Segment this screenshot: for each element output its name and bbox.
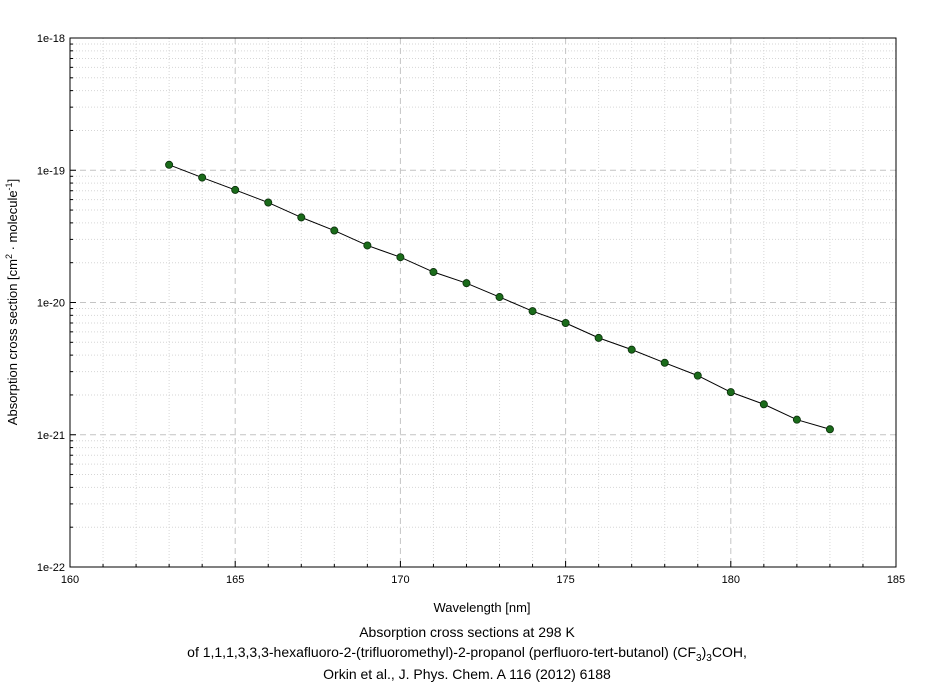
data-point	[561, 318, 570, 327]
data-point	[198, 173, 207, 182]
data-point	[429, 268, 438, 277]
data-point	[495, 293, 504, 302]
data-point	[297, 213, 306, 222]
y-tick-label: 1e-22	[37, 562, 65, 574]
data-point	[660, 358, 669, 367]
x-tick-label: 175	[556, 574, 574, 586]
data-point	[264, 198, 273, 207]
y-tick-label: 1e-18	[37, 33, 65, 45]
x-tick-label: 185	[887, 574, 905, 586]
data-point	[594, 333, 603, 342]
data-point	[627, 345, 636, 354]
x-tick-labels: 160 165 170 175 180 185	[61, 574, 905, 586]
chart-title-line-2: of 1,1,1,3,3,3-hexafluoro-2-(trifluorome…	[187, 644, 747, 664]
y-tick-label: 1e-21	[37, 430, 65, 442]
data-point	[462, 279, 471, 288]
data-point	[165, 160, 174, 169]
x-tick-label: 170	[391, 574, 409, 586]
x-tick-label: 180	[722, 574, 740, 586]
series-markers	[165, 160, 834, 434]
data-point	[396, 253, 405, 262]
chart-title-line-3: Orkin et al., J. Phys. Chem. A 116 (2012…	[323, 666, 611, 682]
data-point	[792, 415, 801, 424]
data-point	[726, 388, 735, 397]
y-tick-label: 1e-20	[37, 298, 65, 310]
x-tick-label: 160	[61, 574, 79, 586]
major-grid	[70, 38, 896, 567]
x-axis-label: Wavelength [nm]	[433, 600, 530, 615]
data-point	[693, 371, 702, 380]
data-point	[363, 241, 372, 250]
chart-title-line-1: Absorption cross sections at 298 K	[359, 624, 575, 640]
data-point	[231, 185, 240, 194]
y-tick-label: 1e-19	[37, 165, 65, 177]
x-tick-label: 165	[226, 574, 244, 586]
data-point	[330, 226, 339, 235]
y-tick-labels: 1e-22 1e-21 1e-20 1e-19 1e-18	[37, 33, 65, 574]
axis-ticks	[69, 37, 897, 568]
data-point	[528, 307, 537, 316]
data-point	[759, 400, 768, 409]
data-point	[825, 425, 834, 434]
y-axis-label: Absorption cross section [cm2 · molecule…	[4, 179, 20, 425]
